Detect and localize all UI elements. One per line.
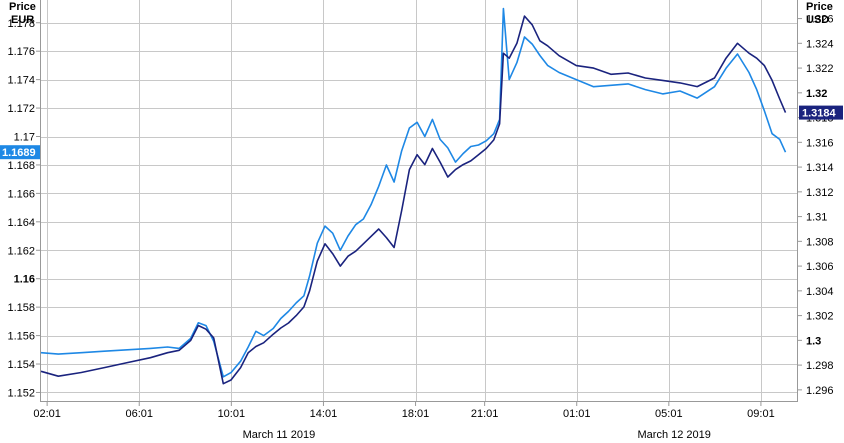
left-axis-ticks: 1.152 1.154 1.156 1.158 1.16 1.162 1.164 1.166 1… <box>7 18 41 399</box>
x-tick-label-0: 02:01 <box>33 408 61 420</box>
x-tick-label-1: 06:01 <box>125 408 153 420</box>
left-tick-label-2: 1.156 <box>7 331 35 343</box>
right-tick-label-0: 1.296 <box>806 385 834 397</box>
left-tick-label-0: 1.152 <box>7 387 35 399</box>
left-last-value-badge: 1.1689 <box>0 145 40 160</box>
left-tick-label-6: 1.164 <box>7 217 35 229</box>
x-tick-label-8: 09:01 <box>747 408 775 420</box>
right-axis-ticks: 1.296 1.298 1.3 1.302 1.304 1.306 1.308 1.31 1.3… <box>797 14 834 397</box>
series-line-left <box>40 7 787 378</box>
axes <box>40 0 798 402</box>
left-tick-label-11: 1.174 <box>7 75 35 87</box>
left-last-value-badge-bg <box>0 145 40 160</box>
series-line-right <box>40 15 787 385</box>
left-tick-label-10: 1.172 <box>7 103 35 115</box>
left-tick-label-9: 1.17 <box>14 132 35 144</box>
right-tick-label-9: 1.314 <box>806 162 834 174</box>
x-tick-label-6: 01:01 <box>563 408 591 420</box>
left-axis-title-line2: EUR <box>11 14 34 26</box>
left-axis-title-line1: Price <box>9 1 36 13</box>
right-tick-label-10: 1.316 <box>806 137 834 149</box>
right-last-value-label: 1.3184 <box>802 108 837 120</box>
right-tick-label-2: 1.3 <box>806 335 821 347</box>
series <box>40 7 787 385</box>
left-tick-label-12: 1.176 <box>7 46 35 58</box>
right-tick-label-6: 1.308 <box>806 236 834 248</box>
right-tick-label-15: 1.326 <box>806 14 834 26</box>
gridlines <box>41 0 797 401</box>
left-tick-label-1: 1.154 <box>7 359 35 371</box>
x-axis-ticks: 02:01 06:01 10:01 14:01 18:01 21:01 01:01 05:01… <box>33 401 775 441</box>
right-axis-title-line2: USD <box>806 14 829 26</box>
x-tick-label-4: 18:01 <box>402 408 430 420</box>
x-date-label-1: March 12 2019 <box>638 429 711 441</box>
right-tick-label-7: 1.31 <box>806 212 827 224</box>
right-tick-label-13: 1.322 <box>806 63 834 75</box>
left-tick-label-8: 1.168 <box>7 160 35 172</box>
left-tick-label-13: 1.178 <box>7 18 35 30</box>
right-tick-label-5: 1.306 <box>806 261 834 273</box>
left-last-value-label: 1.1689 <box>2 147 36 159</box>
x-tick-label-5: 21:01 <box>471 408 499 420</box>
left-tick-label-3: 1.158 <box>7 302 35 314</box>
left-tick-label-5: 1.162 <box>7 245 35 257</box>
right-last-value-badge: 1.3184 <box>799 105 843 120</box>
right-axis-title-line1: Price <box>806 1 833 13</box>
right-tick-label-14: 1.324 <box>806 38 834 50</box>
x-tick-label-2: 10:01 <box>218 408 246 420</box>
left-tick-label-7: 1.166 <box>7 188 35 200</box>
right-tick-label-1: 1.298 <box>806 360 834 372</box>
right-tick-label-3: 1.302 <box>806 311 834 323</box>
x-date-label-0: March 11 2019 <box>243 429 316 441</box>
right-last-value-badge-bg <box>799 105 843 120</box>
right-tick-label-8: 1.312 <box>806 187 834 199</box>
x-tick-label-7: 05:01 <box>655 408 683 420</box>
x-tick-label-3: 14:01 <box>310 408 338 420</box>
left-tick-label-4: 1.16 <box>14 274 35 286</box>
right-tick-label-12: 1.32 <box>806 88 827 100</box>
right-tick-label-4: 1.304 <box>806 286 834 298</box>
